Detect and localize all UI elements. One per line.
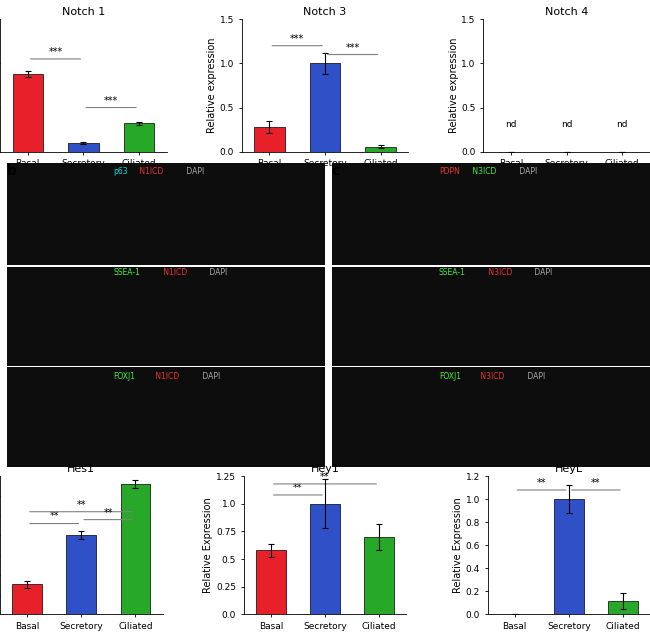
Text: N3ICD: N3ICD	[478, 372, 504, 381]
Bar	[310, 504, 340, 614]
Title: Hes1: Hes1	[67, 464, 96, 474]
Text: DAPI: DAPI	[517, 168, 537, 177]
Text: DAPI: DAPI	[184, 168, 204, 177]
Text: **: **	[77, 500, 86, 509]
Text: c: c	[332, 164, 340, 179]
Y-axis label: Relative Expression: Relative Expression	[452, 497, 463, 593]
Bar	[332, 267, 650, 366]
Bar	[6, 163, 325, 265]
Text: DAPI: DAPI	[532, 268, 552, 277]
Bar	[332, 367, 650, 467]
Text: b: b	[6, 164, 16, 179]
Text: ***: ***	[290, 34, 304, 44]
Bar	[120, 484, 150, 614]
Bar	[6, 367, 325, 467]
Bar	[124, 124, 154, 152]
Text: DAPI: DAPI	[207, 268, 227, 277]
Text: **: **	[103, 508, 113, 518]
Text: FOXJ1: FOXJ1	[439, 372, 461, 381]
Bar	[256, 550, 286, 614]
Title: Notch 1: Notch 1	[62, 7, 105, 17]
Bar	[554, 499, 584, 614]
Text: FOXJ1: FOXJ1	[114, 372, 136, 381]
Text: **: **	[537, 478, 547, 488]
Text: ***: ***	[346, 42, 360, 52]
Bar	[364, 537, 394, 614]
Text: N1ICD: N1ICD	[137, 168, 163, 177]
Text: SSEA-1: SSEA-1	[439, 268, 465, 277]
Bar	[6, 267, 325, 366]
Text: nd: nd	[505, 120, 517, 129]
Title: Notch 3: Notch 3	[304, 7, 346, 17]
Text: N3ICD: N3ICD	[470, 168, 497, 177]
Title: Notch 4: Notch 4	[545, 7, 588, 17]
Text: **: **	[293, 483, 303, 493]
Bar	[309, 63, 341, 152]
Bar	[332, 163, 650, 265]
Bar	[254, 127, 285, 152]
Bar	[608, 600, 638, 614]
Bar	[66, 536, 96, 614]
Text: N3ICD: N3ICD	[486, 268, 512, 277]
Bar	[365, 147, 396, 152]
Bar	[68, 143, 99, 152]
Text: PDPN: PDPN	[439, 168, 460, 177]
Text: nd: nd	[616, 120, 628, 129]
Text: **: **	[320, 472, 330, 482]
Text: p63: p63	[114, 168, 129, 177]
Text: nd: nd	[561, 120, 573, 129]
Text: SSEA-1: SSEA-1	[114, 268, 140, 277]
Text: N1ICD: N1ICD	[153, 372, 179, 381]
Bar	[12, 74, 43, 152]
Bar	[12, 584, 42, 614]
Text: DAPI: DAPI	[200, 372, 220, 381]
Y-axis label: Relative expression: Relative expression	[448, 38, 458, 133]
Text: **: **	[591, 478, 601, 488]
Text: ***: ***	[104, 95, 118, 106]
Text: **: **	[49, 511, 59, 522]
Y-axis label: Relative expression: Relative expression	[207, 38, 217, 133]
Title: Hey1: Hey1	[311, 464, 339, 474]
Text: N1ICD: N1ICD	[161, 268, 187, 277]
Y-axis label: Relative Expression: Relative Expression	[203, 497, 213, 593]
Title: HeyL: HeyL	[554, 464, 583, 474]
Text: ***: ***	[49, 47, 62, 57]
Text: DAPI: DAPI	[525, 372, 545, 381]
